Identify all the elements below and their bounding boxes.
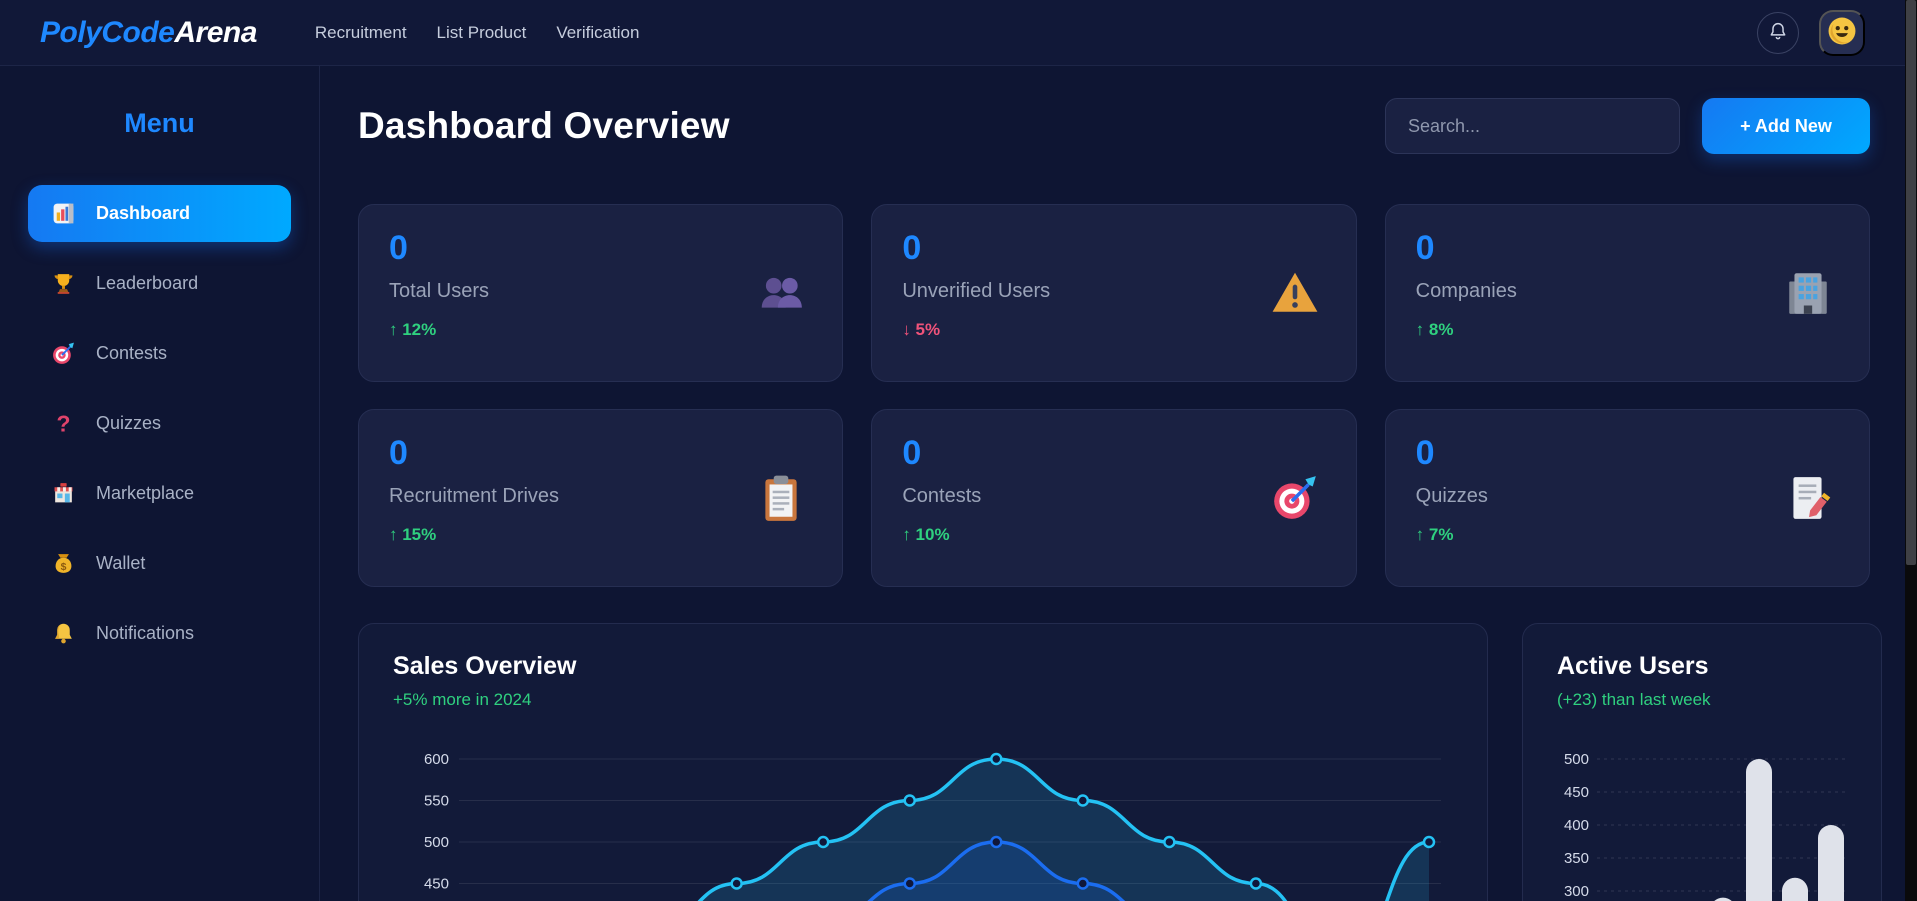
building-icon [1783,268,1833,318]
stat-card-total-users: 0 Total Users ↑ 12% [358,204,844,382]
charts-row: Sales Overview +5% more in 2024 600 550 50… [358,623,1882,901]
sidebar-heading: Menu [124,108,195,138]
nav-link-recruitment[interactable]: Recruitment [314,22,407,42]
stat-trend: ↑ 7% [1415,525,1454,544]
svg-text:450: 450 [1564,784,1589,801]
sidebar-item-leaderboard[interactable]: Leaderboard [28,255,291,312]
active-users-card: Active Users (+23) than last week 500 450… [1522,623,1882,901]
sidebar: Menu Dashboard [0,66,320,901]
svg-text:450: 450 [424,876,449,893]
app-logo[interactable]: PolyCodeArena [40,16,257,50]
svg-text:550: 550 [424,793,449,810]
svg-text:$: $ [60,562,66,573]
sidebar-item-label: Contests [96,343,168,363]
bar-chart-icon [50,201,76,227]
page-scrollbar[interactable] [1905,0,1917,901]
sidebar-item-label: Marketplace [96,483,195,503]
sidebar-item-label: Notifications [96,623,195,643]
stat-trend: ↓ 5% [902,320,941,339]
sidebar-item-marketplace[interactable]: Marketplace [28,465,291,522]
add-new-button[interactable]: + Add New [1702,98,1870,154]
sidebar-item-notifications[interactable]: Notifications [28,605,291,662]
stat-value: 0 [902,434,922,472]
stat-label: Companies [1415,280,1517,302]
stat-trend: ↑ 10% [902,525,950,544]
stat-trend: ↑ 15% [389,525,437,544]
sales-chart-title: Sales Overview [393,652,577,680]
stat-card-unverified-users: 0 Unverified Users ↓ 5% [871,204,1357,382]
svg-text:?: ? [56,411,70,436]
people-icon [756,268,806,318]
search-input[interactable] [1385,98,1680,154]
active-users-subtitle: (+23) than last week [1557,690,1711,709]
sidebar-item-contests[interactable]: Contests [28,325,291,382]
sidebar-item-dashboard[interactable]: Dashboard [28,185,291,242]
sidebar-item-quizzes[interactable]: ? Quizzes [28,395,291,452]
stat-label: Recruitment Drives [389,485,560,507]
svg-text:400: 400 [1564,817,1589,834]
stat-value: 0 [389,434,408,472]
user-avatar-button[interactable] [1819,9,1865,56]
stat-value: 0 [902,229,922,267]
svg-text:300: 300 [1564,883,1589,900]
active-users-title: Active Users [1557,652,1709,680]
stats-grid: 0 Total Users ↑ 12% 0 Unverified Users ↓… [358,204,1870,587]
warning-icon [1270,268,1320,318]
question-mark-icon: ? [50,411,76,437]
memo-icon [1783,473,1833,523]
stat-value: 0 [389,229,408,267]
logo-secondary: Arena [174,15,257,49]
sidebar-item-label: Wallet [96,553,146,573]
stat-label: Contests [902,485,982,507]
sidebar-item-label: Leaderboard [96,273,199,293]
nav-link-list-product[interactable]: List Product [436,22,527,42]
top-navbar: PolyCodeArena Recruitment List Product V… [0,0,1905,66]
stat-trend: ↑ 8% [1415,320,1454,339]
clipboard-icon [756,473,806,523]
stat-value: 0 [1415,434,1435,472]
page-title: Dashboard Overview [358,105,730,146]
stat-value: 0 [1415,229,1435,267]
target-icon [50,341,76,367]
scrollbar-thumb[interactable] [1906,0,1916,565]
nav-link-verification[interactable]: Verification [556,22,640,42]
target-icon [1270,473,1320,523]
smiley-avatar-icon [1825,14,1859,51]
logo-primary: PolyCode [40,15,175,49]
svg-text:600: 600 [424,751,449,768]
notifications-bell-button[interactable] [1757,11,1799,54]
stat-label: Total Users [389,280,490,302]
stat-card-contests: 0 Contests ↑ 10% [871,409,1357,587]
sales-line-chart: 600550500450400350300 [393,727,1453,901]
bell-icon [50,621,76,647]
stat-card-recruitment-drives: 0 Recruitment Drives ↑ 15% [358,409,844,587]
sidebar-item-label: Dashboard [96,203,191,223]
trophy-icon [50,271,76,297]
stat-label: Quizzes [1415,485,1488,507]
stat-card-quizzes: 0 Quizzes ↑ 7% [1384,409,1870,587]
top-nav-links: Recruitment List Product Verification [315,23,640,43]
sidebar-item-label: Quizzes [96,413,162,433]
sidebar-item-wallet[interactable]: $ Wallet [28,535,291,592]
store-icon [50,481,76,507]
stat-card-companies: 0 Companies ↑ 8% [1384,204,1870,382]
sales-chart-subtitle: +5% more in 2024 [393,690,532,709]
sales-overview-card: Sales Overview +5% more in 2024 600 550 50… [358,623,1488,901]
stat-trend: ↑ 12% [389,320,437,339]
svg-text:500: 500 [1564,751,1589,768]
active-users-bar-chart: 500450400350300250 [1557,727,1847,901]
svg-text:500: 500 [424,834,449,851]
money-bag-icon: $ [50,551,76,577]
main-content: Dashboard Overview + Add New 0 Total Use… [320,66,1905,901]
stat-label: Unverified Users [902,280,1051,302]
bell-icon [1767,20,1789,45]
svg-text:350: 350 [1564,850,1589,867]
